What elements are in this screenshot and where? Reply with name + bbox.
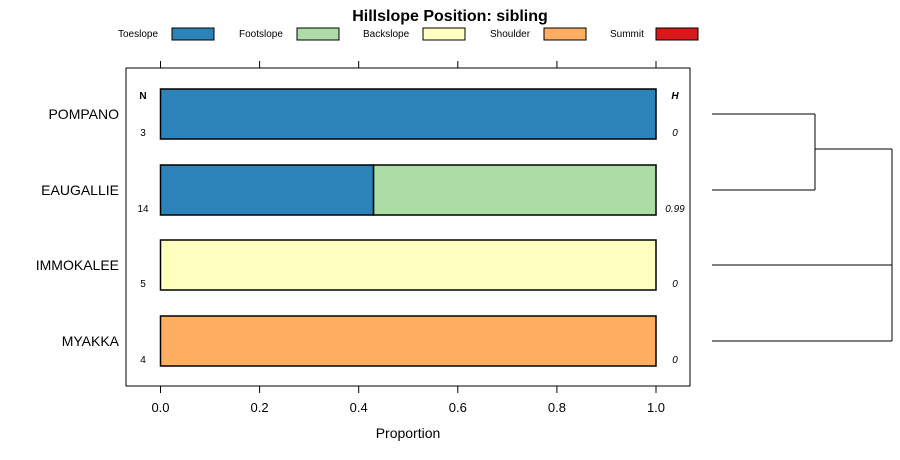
x-tick-label: 0.0 — [151, 400, 169, 415]
legend-swatch-shoulder — [543, 27, 587, 41]
bar-eaugallie-toeslope — [159, 164, 375, 216]
plot-frame — [125, 67, 691, 387]
legend-swatch-summit — [655, 27, 699, 41]
x-tick-label: 0.2 — [251, 400, 269, 415]
bar-myakka-shoulder — [159, 315, 657, 367]
n-value: 5 — [140, 279, 146, 290]
x-tick-label: 1.0 — [647, 400, 665, 415]
n-value: 4 — [140, 355, 146, 366]
x-axis: 0.0 0.2 0.4 0.6 0.8 1.0 — [151, 386, 665, 415]
x-tick-label: 0.6 — [449, 400, 467, 415]
legend-label-shoulder: Shoulder — [490, 29, 531, 40]
h-value: 0 — [672, 355, 678, 366]
x-tick-label: 0.8 — [548, 400, 566, 415]
bar-immokalee-backslope — [159, 239, 657, 291]
row-immokalee: IMMOKALEE 5 0 — [36, 239, 678, 291]
legend-label-footslope: Footslope — [239, 29, 283, 40]
h-value: 0 — [672, 128, 678, 139]
bar-eaugallie-footslope — [372, 164, 657, 216]
h-value: 0 — [672, 279, 678, 290]
legend-label-summit: Summit — [610, 29, 644, 40]
row-eaugallie: EAUGALLIE 14 0.99 — [41, 164, 685, 216]
category-label: POMPANO — [48, 106, 119, 122]
n-value: 3 — [140, 128, 146, 139]
legend-label-toeslope: Toeslope — [118, 29, 158, 40]
h-value: 0.99 — [665, 204, 685, 215]
bar-pompano-toeslope — [159, 88, 657, 140]
x-tick-label: 0.4 — [350, 400, 368, 415]
category-label: IMMOKALEE — [36, 257, 119, 273]
row-pompano: POMPANO 3 0 — [48, 88, 678, 140]
legend-label-backslope: Backslope — [363, 29, 410, 40]
top-axis-ticks — [160, 61, 657, 68]
legend-swatch-footslope — [296, 27, 340, 41]
chart-legend: Toeslope Footslope Backslope Shoulder Summit — [118, 27, 699, 41]
dendrogram — [712, 113, 893, 342]
x-axis-title: Proportion — [376, 425, 441, 441]
row-myakka: MYAKKA 4 0 — [62, 315, 678, 367]
h-column-header: H — [671, 91, 679, 102]
legend-swatch-toeslope — [171, 27, 215, 41]
category-label: EAUGALLIE — [41, 182, 119, 198]
category-label: MYAKKA — [62, 333, 120, 349]
legend-swatch-backslope — [422, 27, 466, 41]
n-value: 14 — [137, 204, 149, 215]
n-column-header: N — [139, 91, 146, 102]
chart-title: Hillslope Position: sibling — [352, 8, 548, 25]
